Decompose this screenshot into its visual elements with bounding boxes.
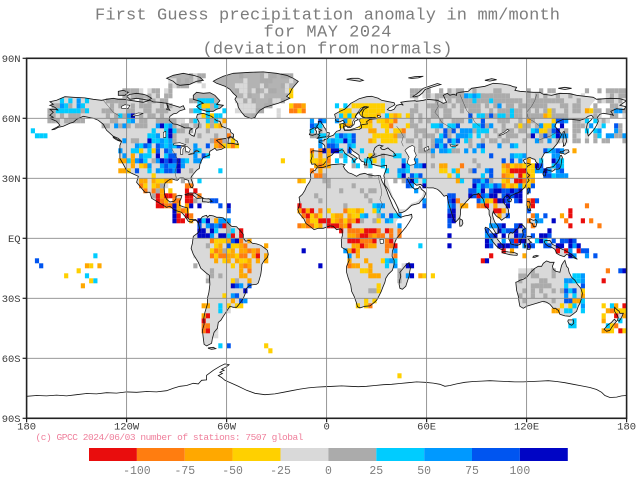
- svg-text:180: 180: [17, 421, 36, 433]
- svg-text:90S: 90S: [2, 414, 21, 426]
- svg-text:-50: -50: [222, 465, 243, 478]
- svg-text:for MAY 2024: for MAY 2024: [264, 24, 392, 43]
- svg-text:60E: 60E: [417, 421, 436, 433]
- svg-text:50: 50: [417, 465, 431, 478]
- svg-text:-100: -100: [123, 465, 151, 478]
- svg-text:-75: -75: [174, 465, 195, 478]
- svg-text:0: 0: [325, 465, 332, 478]
- svg-text:60N: 60N: [2, 114, 21, 126]
- svg-text:75: 75: [465, 465, 479, 478]
- svg-text:-25: -25: [270, 465, 291, 478]
- svg-text:120E: 120E: [514, 421, 539, 433]
- svg-text:100: 100: [510, 465, 531, 478]
- svg-text:30S: 30S: [2, 294, 21, 306]
- svg-text:120W: 120W: [114, 421, 140, 433]
- svg-text:180: 180: [617, 421, 636, 433]
- svg-text:EQ: EQ: [8, 234, 21, 246]
- svg-text:First Guess precipitation anom: First Guess precipitation anomaly in mm/…: [95, 7, 560, 26]
- svg-text:(deviation from normals): (deviation from normals): [203, 41, 453, 60]
- svg-text:60W: 60W: [217, 421, 237, 433]
- svg-text:(c) GPCC 2024/06/03 number of: (c) GPCC 2024/06/03 number of stations: …: [36, 432, 304, 443]
- svg-text:25: 25: [369, 465, 383, 478]
- svg-text:90N: 90N: [2, 54, 21, 66]
- svg-text:0: 0: [323, 421, 329, 433]
- svg-text:60S: 60S: [2, 354, 21, 366]
- svg-text:30N: 30N: [2, 174, 21, 186]
